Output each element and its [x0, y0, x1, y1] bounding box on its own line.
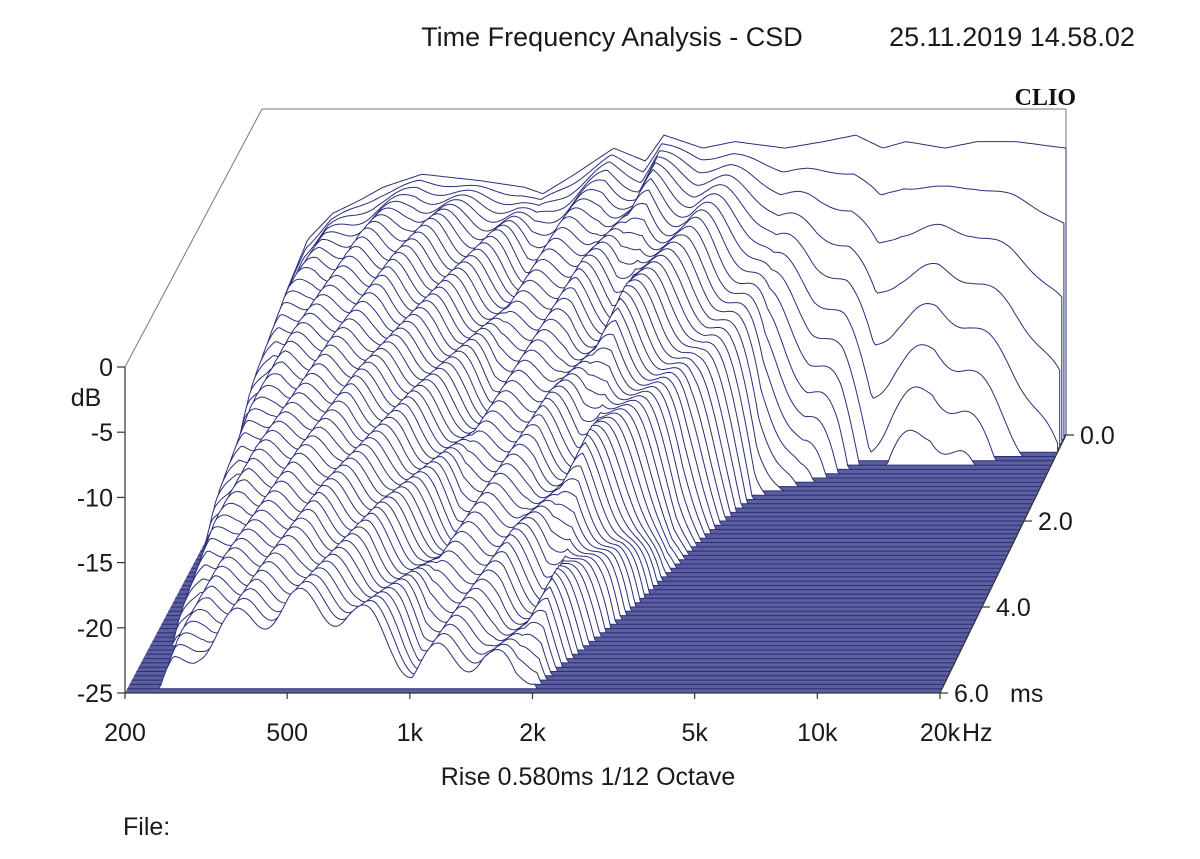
- time-axis-unit: ms: [1010, 680, 1043, 708]
- decay-slice: [127, 587, 943, 690]
- chart-title: Time Frequency Analysis - CSD: [421, 22, 803, 52]
- y-tick-label: -10: [77, 484, 113, 512]
- measurement-datetime: 25.11.2019 14.58.02: [889, 22, 1135, 52]
- y-tick-label: -20: [77, 615, 113, 643]
- x-tick-label: 500: [266, 719, 308, 747]
- file-label: File:: [123, 813, 170, 841]
- clio-logo: CLIO: [1015, 85, 1076, 111]
- y-tick-label: 0: [99, 354, 113, 382]
- x-axis: 200 500 1k 2k 5k 10k 20k Hz: [104, 692, 993, 747]
- x-tick-label: 10k: [797, 719, 838, 747]
- y-axis-unit: dB: [71, 384, 102, 412]
- x-tick-label: 20k: [920, 719, 961, 747]
- y-tick-label: -25: [77, 680, 113, 708]
- y-tick-label: -5: [91, 419, 113, 447]
- time-tick-label: 6.0: [954, 680, 989, 708]
- time-axis-line: [939, 434, 1067, 694]
- y-axis: 0 -5 -10 -15 -20 -25: [77, 354, 126, 708]
- time-tick-label: 2.0: [1038, 508, 1073, 536]
- time-axis: 0.0 2.0 4.0 6.0 ms: [939, 422, 1115, 708]
- analysis-settings: Rise 0.580ms 1/12 Octave: [441, 763, 736, 791]
- decay-slices: [127, 134, 1067, 690]
- x-tick-label: 5k: [681, 719, 708, 747]
- time-tick-label: 4.0: [996, 594, 1031, 622]
- frame-edge: [124, 108, 263, 368]
- x-axis-unit: Hz: [962, 719, 993, 747]
- x-tick-label: 1k: [397, 719, 424, 747]
- x-tick-label: 200: [104, 719, 146, 747]
- y-tick-label: -15: [77, 550, 113, 578]
- time-tick-label: 0.0: [1080, 422, 1115, 450]
- x-tick-label: 2k: [519, 719, 546, 747]
